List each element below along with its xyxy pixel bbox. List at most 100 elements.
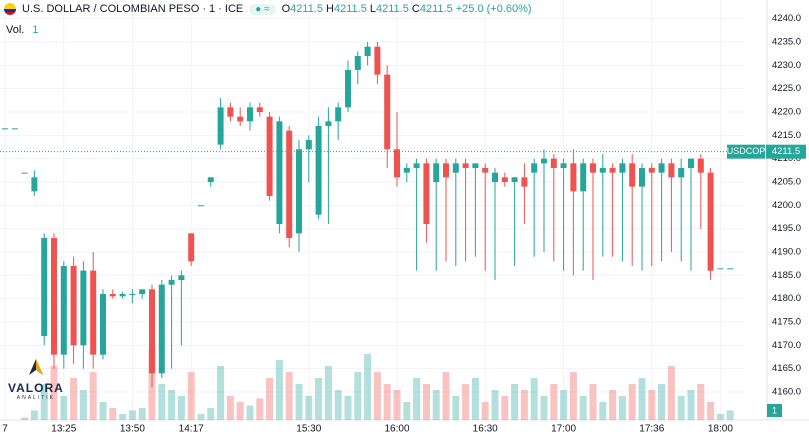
- volume-bar: [471, 378, 479, 420]
- candle-body: [629, 163, 636, 187]
- volume-bar: [403, 402, 411, 420]
- x-tick-label: 14:17: [179, 424, 204, 435]
- y-tick-label: 4230.0: [772, 60, 801, 71]
- candle-body: [11, 128, 18, 130]
- candle-body: [109, 294, 116, 297]
- volume-bar: [540, 396, 548, 420]
- candle-body: [678, 168, 685, 178]
- volume-bar: [99, 402, 107, 420]
- candle-body: [335, 107, 342, 122]
- volume-bar: [569, 372, 577, 420]
- volume-bar: [697, 384, 705, 420]
- logo: VALORA ANALITIK: [8, 358, 64, 401]
- candle-body: [188, 233, 195, 262]
- candle-body: [707, 172, 714, 271]
- candle-body: [51, 238, 57, 355]
- candle-body: [198, 205, 204, 207]
- y-tick-label: 4180.0: [772, 293, 801, 304]
- x-tick-label: 18:00: [708, 424, 733, 435]
- volume-bar: [109, 408, 117, 420]
- candle-body: [178, 275, 185, 280]
- candle-body: [21, 172, 28, 174]
- ohlc-label: L: [369, 3, 377, 15]
- candle-body: [31, 177, 38, 192]
- volume-bar: [432, 390, 440, 420]
- candle-body: [384, 74, 391, 150]
- volume-bar: [177, 396, 185, 420]
- volume-bar: [60, 396, 68, 420]
- volume-bar: [315, 378, 323, 420]
- y-tick-label: 4165.0: [772, 363, 801, 374]
- x-tick-label: 7: [2, 424, 8, 435]
- candle-body: [511, 177, 518, 182]
- volume-bar: [383, 384, 391, 420]
- candle-body: [413, 163, 420, 168]
- volume-bar: [50, 366, 58, 420]
- candle-body: [266, 116, 273, 196]
- status-pill[interactable]: ● ≈: [249, 3, 276, 15]
- candle-body: [158, 284, 165, 374]
- volume-bar: [138, 408, 146, 420]
- volume-bar: [305, 396, 313, 420]
- candle-body: [296, 149, 302, 234]
- y-tick-label: 4220.0: [772, 107, 801, 118]
- volume-bar: [197, 414, 205, 420]
- volume-bar: [158, 384, 166, 420]
- logo-sub: ANALITIK: [16, 395, 55, 401]
- volume-bar: [618, 396, 626, 420]
- candle-body: [315, 126, 322, 215]
- volume-bar: [648, 390, 656, 420]
- volume-bar: [246, 405, 254, 420]
- candle-body: [501, 177, 508, 182]
- candle-body: [492, 172, 498, 182]
- volume-bar: [217, 366, 225, 420]
- candle-body: [247, 107, 253, 122]
- volume-bar: [413, 378, 421, 420]
- x-tick-label: 16:30: [473, 424, 498, 435]
- volume-bar: [168, 390, 176, 420]
- candle-body: [472, 163, 479, 168]
- candle-body: [423, 163, 430, 224]
- x-tick-label: 17:36: [639, 424, 664, 435]
- volume-bar: [266, 378, 274, 420]
- volume-bar: [550, 384, 558, 420]
- candle-body: [345, 70, 351, 108]
- volume-bar: [256, 398, 264, 420]
- y-tick-label: 4205.0: [772, 177, 801, 188]
- volume-bar: [638, 378, 646, 420]
- volume-value: 1: [32, 24, 39, 36]
- volume-bar: [462, 384, 470, 420]
- last-price-badge: [727, 144, 765, 159]
- last-price-tag: [766, 144, 806, 159]
- candle-body: [619, 163, 626, 173]
- volume-bar: [452, 396, 460, 420]
- candle-body: [482, 168, 489, 173]
- candle-body: [403, 168, 410, 173]
- y-tick-label: 4225.0: [772, 83, 801, 94]
- candle-body: [648, 168, 655, 173]
- volume-bar: [30, 410, 38, 420]
- candle-body: [276, 121, 283, 224]
- volume-bar: [501, 396, 509, 420]
- volume-bar: [609, 390, 617, 420]
- ohlc-label: O: [281, 3, 291, 15]
- candle-body: [168, 280, 175, 285]
- candle-body: [60, 266, 67, 355]
- volume-bar: [187, 372, 195, 420]
- volume-bar: [687, 390, 695, 420]
- candle-body: [697, 158, 704, 173]
- volume-bar: [393, 390, 401, 420]
- y-tick-label: 4200.0: [772, 200, 801, 211]
- candle-body: [590, 163, 596, 173]
- header: U.S. DOLLAR / COLOMBIAN PESO · 1 · ICE ●…: [4, 3, 532, 15]
- ohlc-value: 4211.5: [376, 3, 409, 15]
- candle-body: [149, 289, 155, 374]
- candle-body: [668, 163, 675, 178]
- candle-body: [325, 121, 332, 126]
- volume-bar: [628, 384, 636, 420]
- volume-bar: [295, 384, 303, 420]
- volume-bar: [364, 354, 372, 420]
- x-tick-label: 16:00: [384, 424, 409, 435]
- candle-body: [100, 294, 106, 355]
